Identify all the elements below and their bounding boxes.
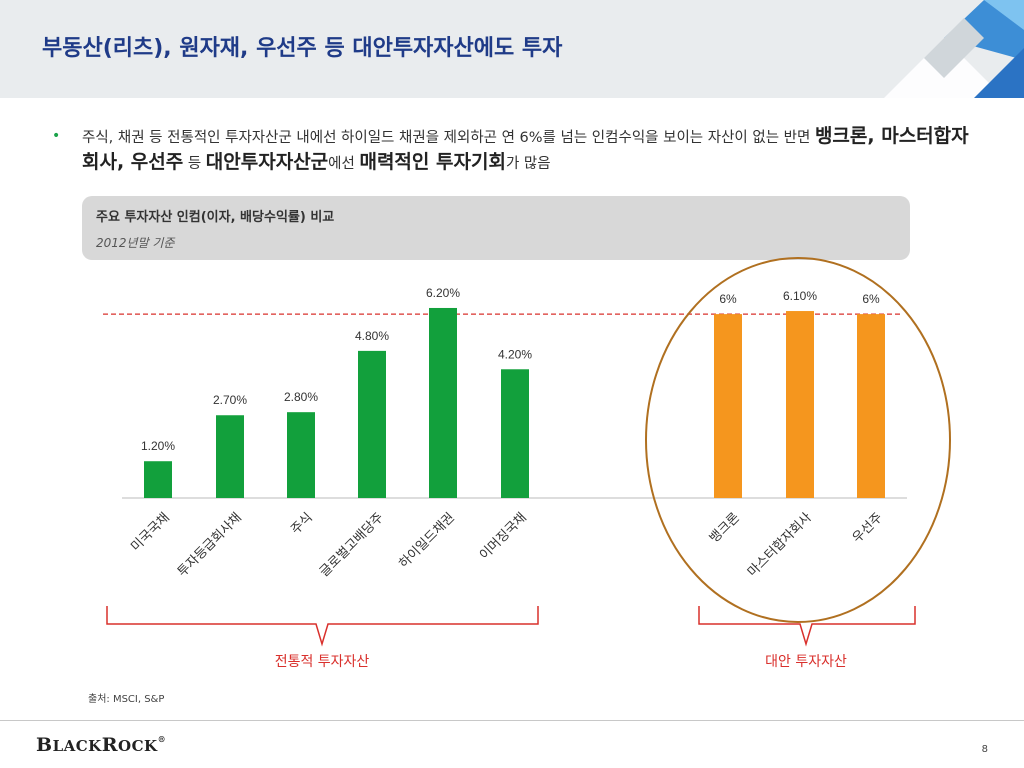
bullet-paragraph: • 주식, 채권 등 전통적인 투자자산군 내에선 하이일드 채권을 제외하곤 … <box>52 124 982 176</box>
bar-9 <box>857 314 885 498</box>
chart-subtitle: 2012년말 기준 <box>96 236 175 250</box>
bar-chart: 1.20% 미국국채 2.70% 투자등급회사채 2.80% 주식 4.80% 글로벌고배당주… <box>103 257 951 670</box>
category-label: 미국국채 <box>128 510 172 554</box>
bar-value-label: 6.10% <box>783 289 817 303</box>
page-title: 부동산(리츠), 원자재, 우선주 등 대안투자자산에도 투자 <box>42 36 563 61</box>
bar-value-label: 1.20% <box>141 439 175 453</box>
category-label: 주식 <box>288 510 316 538</box>
bar-8 <box>786 311 814 498</box>
bullet-bold-alt-class: 대안투자자산군 <box>205 151 329 173</box>
bar-value-label: 6.20% <box>426 286 460 300</box>
category-label: 우선주 <box>850 510 886 546</box>
bullet-icon: • <box>52 128 61 144</box>
bullet-text: 주식, 채권 등 전통적인 투자자산군 내에선 하이일드 채권을 제외하곤 연 … <box>82 124 982 176</box>
group-bracket <box>106 606 539 647</box>
bar-2 <box>216 415 244 498</box>
category-label: 이머징국채 <box>477 510 530 563</box>
blackrock-logo: BLACKROCK® <box>36 734 167 756</box>
bar-value-label: 4.20% <box>498 347 532 361</box>
footer-divider <box>0 720 1024 721</box>
category-label: 글로벌고배당주 <box>317 510 387 580</box>
bar-4 <box>358 350 386 498</box>
category-label: 마스터합자회사 <box>745 510 815 580</box>
bullet-text-part: 에선 <box>328 156 360 172</box>
category-label: 투자등급회사채 <box>175 510 245 580</box>
bar-7 <box>714 314 742 498</box>
bar-1 <box>144 461 172 498</box>
group-label: 대안 투자자산 <box>765 654 847 670</box>
bullet-text-part: 등 <box>183 156 206 172</box>
bar-value-label: 6% <box>719 292 737 306</box>
category-label: 뱅크론 <box>707 510 743 546</box>
chart-title-box: 주요 투자자산 인컴(이자, 배당수익률) 비교 2012년말 기준 <box>82 196 910 260</box>
bar-6 <box>501 369 529 498</box>
chart-title: 주요 투자자산 인컴(이자, 배당수익률) 비교 <box>96 210 335 225</box>
bullet-text-part: 가 많음 <box>505 156 551 172</box>
bullet-text-part: 주식, 채권 등 전통적인 투자자산군 내에선 하이일드 채권을 제외하곤 연 … <box>82 130 815 146</box>
group-bracket <box>698 606 916 647</box>
header-bar: 부동산(리츠), 원자재, 우선주 등 대안투자자산에도 투자 <box>0 0 1024 98</box>
bullet-bold-opportunity: 매력적인 투자기회 <box>359 151 506 173</box>
bar-value-label: 2.80% <box>284 390 318 404</box>
group-label: 전통적 투자자산 <box>275 654 370 670</box>
bar-value-label: 2.70% <box>213 393 247 407</box>
bar-value-label: 6% <box>862 292 880 306</box>
bar-3 <box>287 412 315 498</box>
bullet-bold-alt-assets: 뱅크론, 마스터합자회사, 우선주 <box>82 125 969 173</box>
category-label: 하이일드채권 <box>396 510 457 571</box>
decorative-corner-graphic <box>884 0 1024 98</box>
source-note: 출처: MSCI, S&P <box>88 694 165 705</box>
bar-5 <box>429 307 457 498</box>
highlight-circle <box>645 257 951 623</box>
bar-value-label: 4.80% <box>355 329 389 343</box>
page-number: 8 <box>981 744 988 755</box>
